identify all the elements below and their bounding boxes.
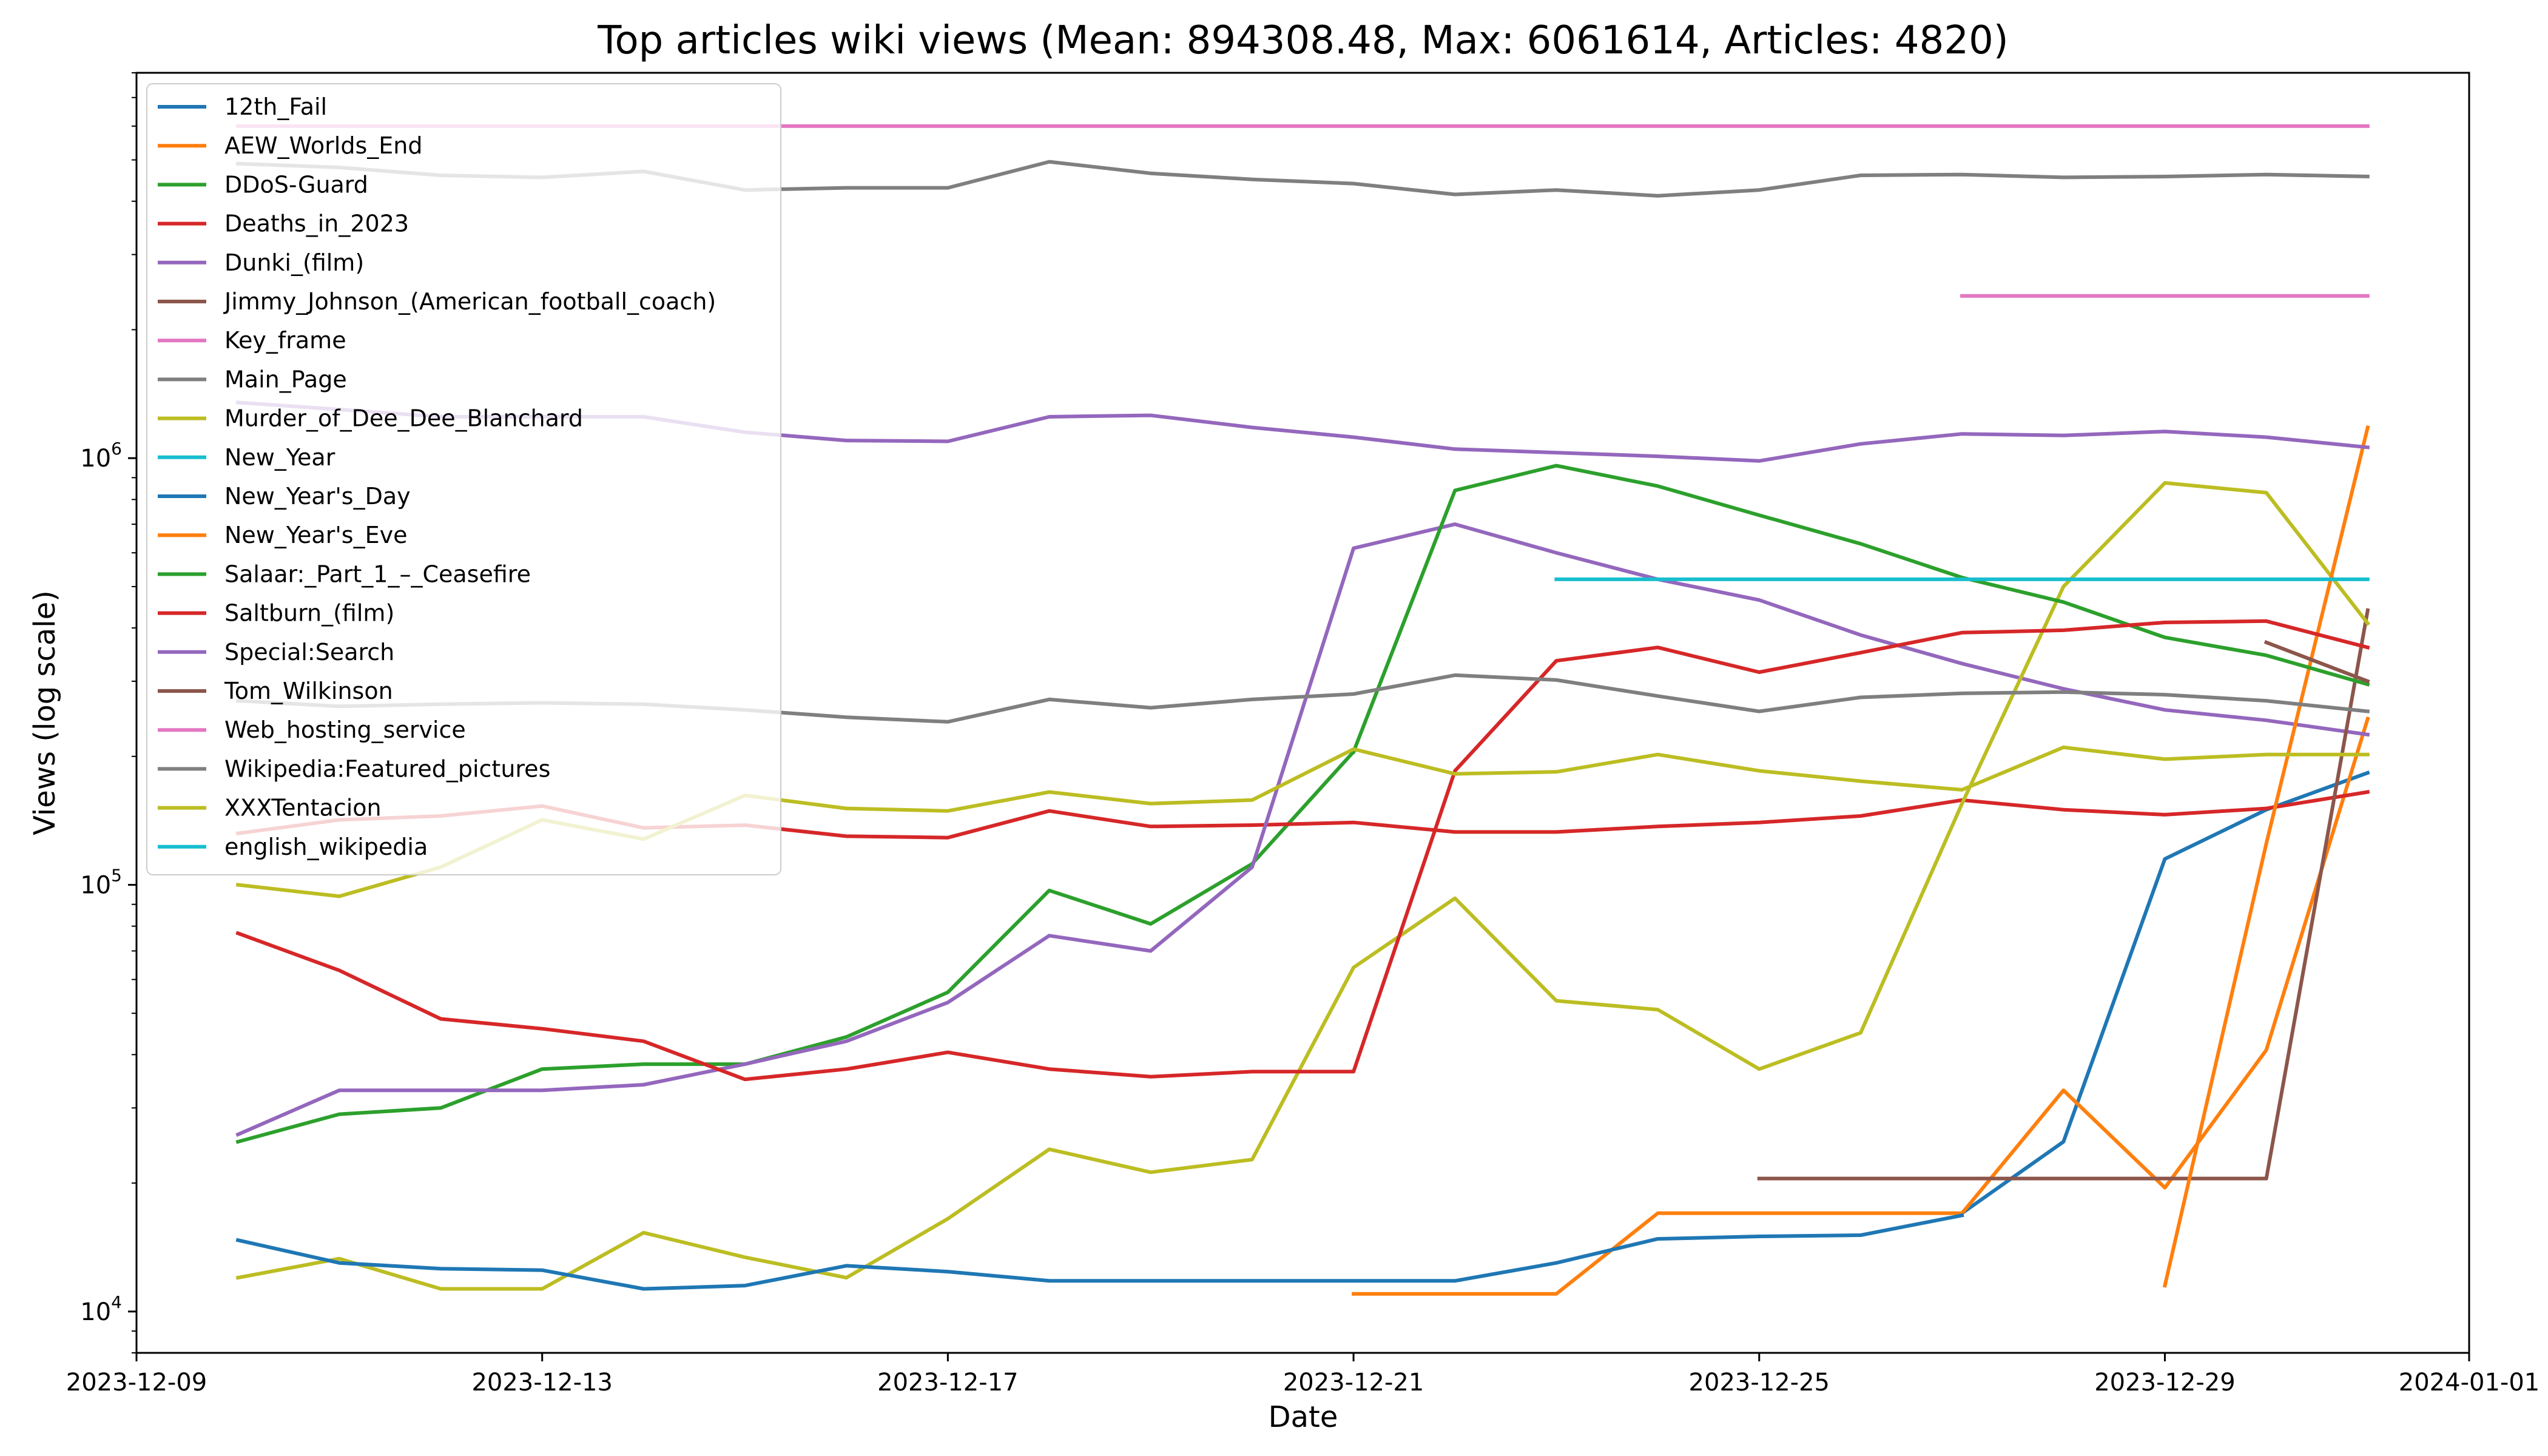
legend-label: Wikipedia:Featured_pictures	[224, 755, 550, 782]
series-line-15	[2263, 640, 2370, 684]
legend-label: Salaar:_Part_1_–_Ceasefire	[224, 561, 531, 587]
legend-label: Web_hosting_service	[224, 716, 466, 743]
series-line-0	[1959, 770, 2370, 1216]
y-tick-label: 104	[80, 1292, 122, 1326]
legend-label: Tom_Wilkinson	[224, 678, 393, 704]
legend-label: english_wikipedia	[224, 834, 428, 860]
legend-box	[146, 83, 781, 875]
legend-label: New_Year	[224, 444, 335, 471]
legend-label: Murder_of_Dee_Dee_Blanchard	[224, 405, 583, 432]
series-line-11	[2162, 425, 2370, 1288]
x-axis: 2023-12-09 2023-12-13 2023-12-17 2023-12-21…	[66, 1353, 2540, 1397]
series-line-10	[235, 1213, 1964, 1291]
x-tick-label: 2023-12-17	[877, 1369, 1018, 1397]
legend-label: Deaths_in_2023	[224, 211, 409, 237]
x-tick-label: 2023-12-13	[471, 1369, 612, 1397]
legend-label: New_Year's_Eve	[224, 522, 407, 548]
y-axis-label: Views (log scale)	[28, 590, 62, 835]
legend-label: Main_Page	[224, 366, 347, 393]
x-tick-label: 2023-12-09	[66, 1369, 207, 1397]
x-tick-label: 2023-12-25	[1689, 1369, 1830, 1397]
legend-label: Special:Search	[224, 639, 394, 666]
legend-label: Jimmy_Johnson_(American_football_coach)	[223, 288, 716, 315]
chart-title: Top articles wiki views (Mean: 894308.48…	[597, 18, 2009, 63]
series-line-5	[1757, 608, 2370, 1181]
legend-label: XXXTentacion	[224, 795, 382, 821]
y-tick-label: 105	[80, 866, 122, 900]
legend: 12th_Fail AEW_Worlds_End DDoS-Guard Deaths_…	[146, 83, 781, 875]
x-axis-label: Date	[1269, 1400, 1338, 1434]
series-line-8	[235, 481, 2371, 1291]
series-line-2	[235, 749, 1357, 1144]
series-line-13	[235, 619, 2370, 1082]
legend-label: Dunki_(film)	[224, 249, 364, 276]
legend-label: DDoS-Guard	[224, 171, 368, 198]
x-tick-label: 2023-12-29	[2094, 1369, 2235, 1397]
legend-label: AEW_Worlds_End	[224, 132, 423, 159]
legend-label: New_Year's_Day	[224, 483, 411, 510]
x-tick-label: 2024-01-01	[2399, 1369, 2540, 1397]
series-line-12	[1351, 463, 2370, 755]
legend-label: 12th_Fail	[224, 93, 327, 120]
series-line-4	[235, 522, 2370, 1137]
plot-area-frame	[135, 72, 2470, 1354]
y-axis: 104 105 106	[80, 72, 136, 1353]
y-tick-label: 106	[80, 439, 122, 473]
x-tick-label: 2023-12-21	[1283, 1369, 1424, 1397]
legend-label: Saltburn_(film)	[224, 600, 394, 627]
legend-label: Key_frame	[224, 327, 346, 354]
